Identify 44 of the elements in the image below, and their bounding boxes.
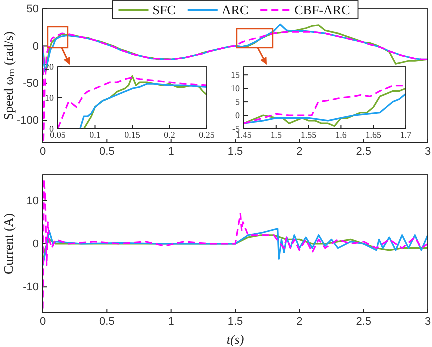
- legend-label: SFC: [152, 2, 176, 18]
- legend-label: ARC: [222, 2, 249, 18]
- y-tick-label: 10: [231, 83, 240, 94]
- x-tick-label: 0.15: [124, 130, 141, 140]
- x-tick-label: 1.5: [270, 130, 283, 140]
- x-tick-label: 0.2: [164, 130, 176, 140]
- x-tick-label: 1: [168, 146, 174, 158]
- y-tick-label: 0: [32, 238, 39, 251]
- y-tick-label: 15: [231, 70, 240, 80]
- x-tick-label: 1.65: [366, 130, 382, 140]
- y-tick-label: -10: [23, 282, 39, 294]
- x-tick-label: 2.5: [356, 316, 372, 328]
- y-tick-label: -100: [16, 115, 39, 128]
- line-series: [244, 93, 406, 124]
- y-tick-label: 5: [236, 96, 240, 107]
- y-tick-label: 0: [32, 40, 39, 53]
- y-tick-label: 0: [236, 110, 240, 120]
- x-tick-label: 1.55: [300, 130, 318, 140]
- x-tick-label: 2: [296, 316, 303, 328]
- y-tick-label: 50: [26, 4, 39, 16]
- x-tick-label: 2.5: [356, 146, 372, 158]
- y-tick-label: 10: [26, 195, 39, 208]
- x-tick-label: 3: [424, 316, 432, 328]
- y-axis-title: Speed ωₘ (rad/s): [1, 32, 16, 120]
- x-tick-label: 1.6: [336, 130, 348, 140]
- line-series: [43, 178, 428, 310]
- x-tick-label: 0.1: [90, 130, 101, 140]
- x-tick-label: 3: [424, 146, 432, 158]
- x-tick-label: 0.5: [100, 146, 115, 158]
- x-tick-label: 0.25: [199, 130, 216, 140]
- x-tick-label: 0.5: [100, 316, 115, 328]
- x-tick-label: 1.5: [228, 316, 244, 328]
- x-tick-label: 1: [168, 316, 174, 328]
- y-tick-label: -50: [23, 78, 39, 90]
- y-axis-title: Current (A): [1, 213, 16, 275]
- x-axis-title: t(s): [226, 332, 244, 347]
- y-tick-label: 10: [45, 92, 54, 103]
- x-tick-label: 1.5: [228, 146, 244, 158]
- x-tick-label: 1.7: [400, 130, 412, 140]
- y-tick-label: -5: [232, 124, 240, 134]
- legend-label: CBF-ARC: [294, 2, 350, 18]
- line-series: [43, 228, 428, 266]
- line-series: [80, 83, 207, 129]
- x-tick-label: 2: [296, 146, 303, 158]
